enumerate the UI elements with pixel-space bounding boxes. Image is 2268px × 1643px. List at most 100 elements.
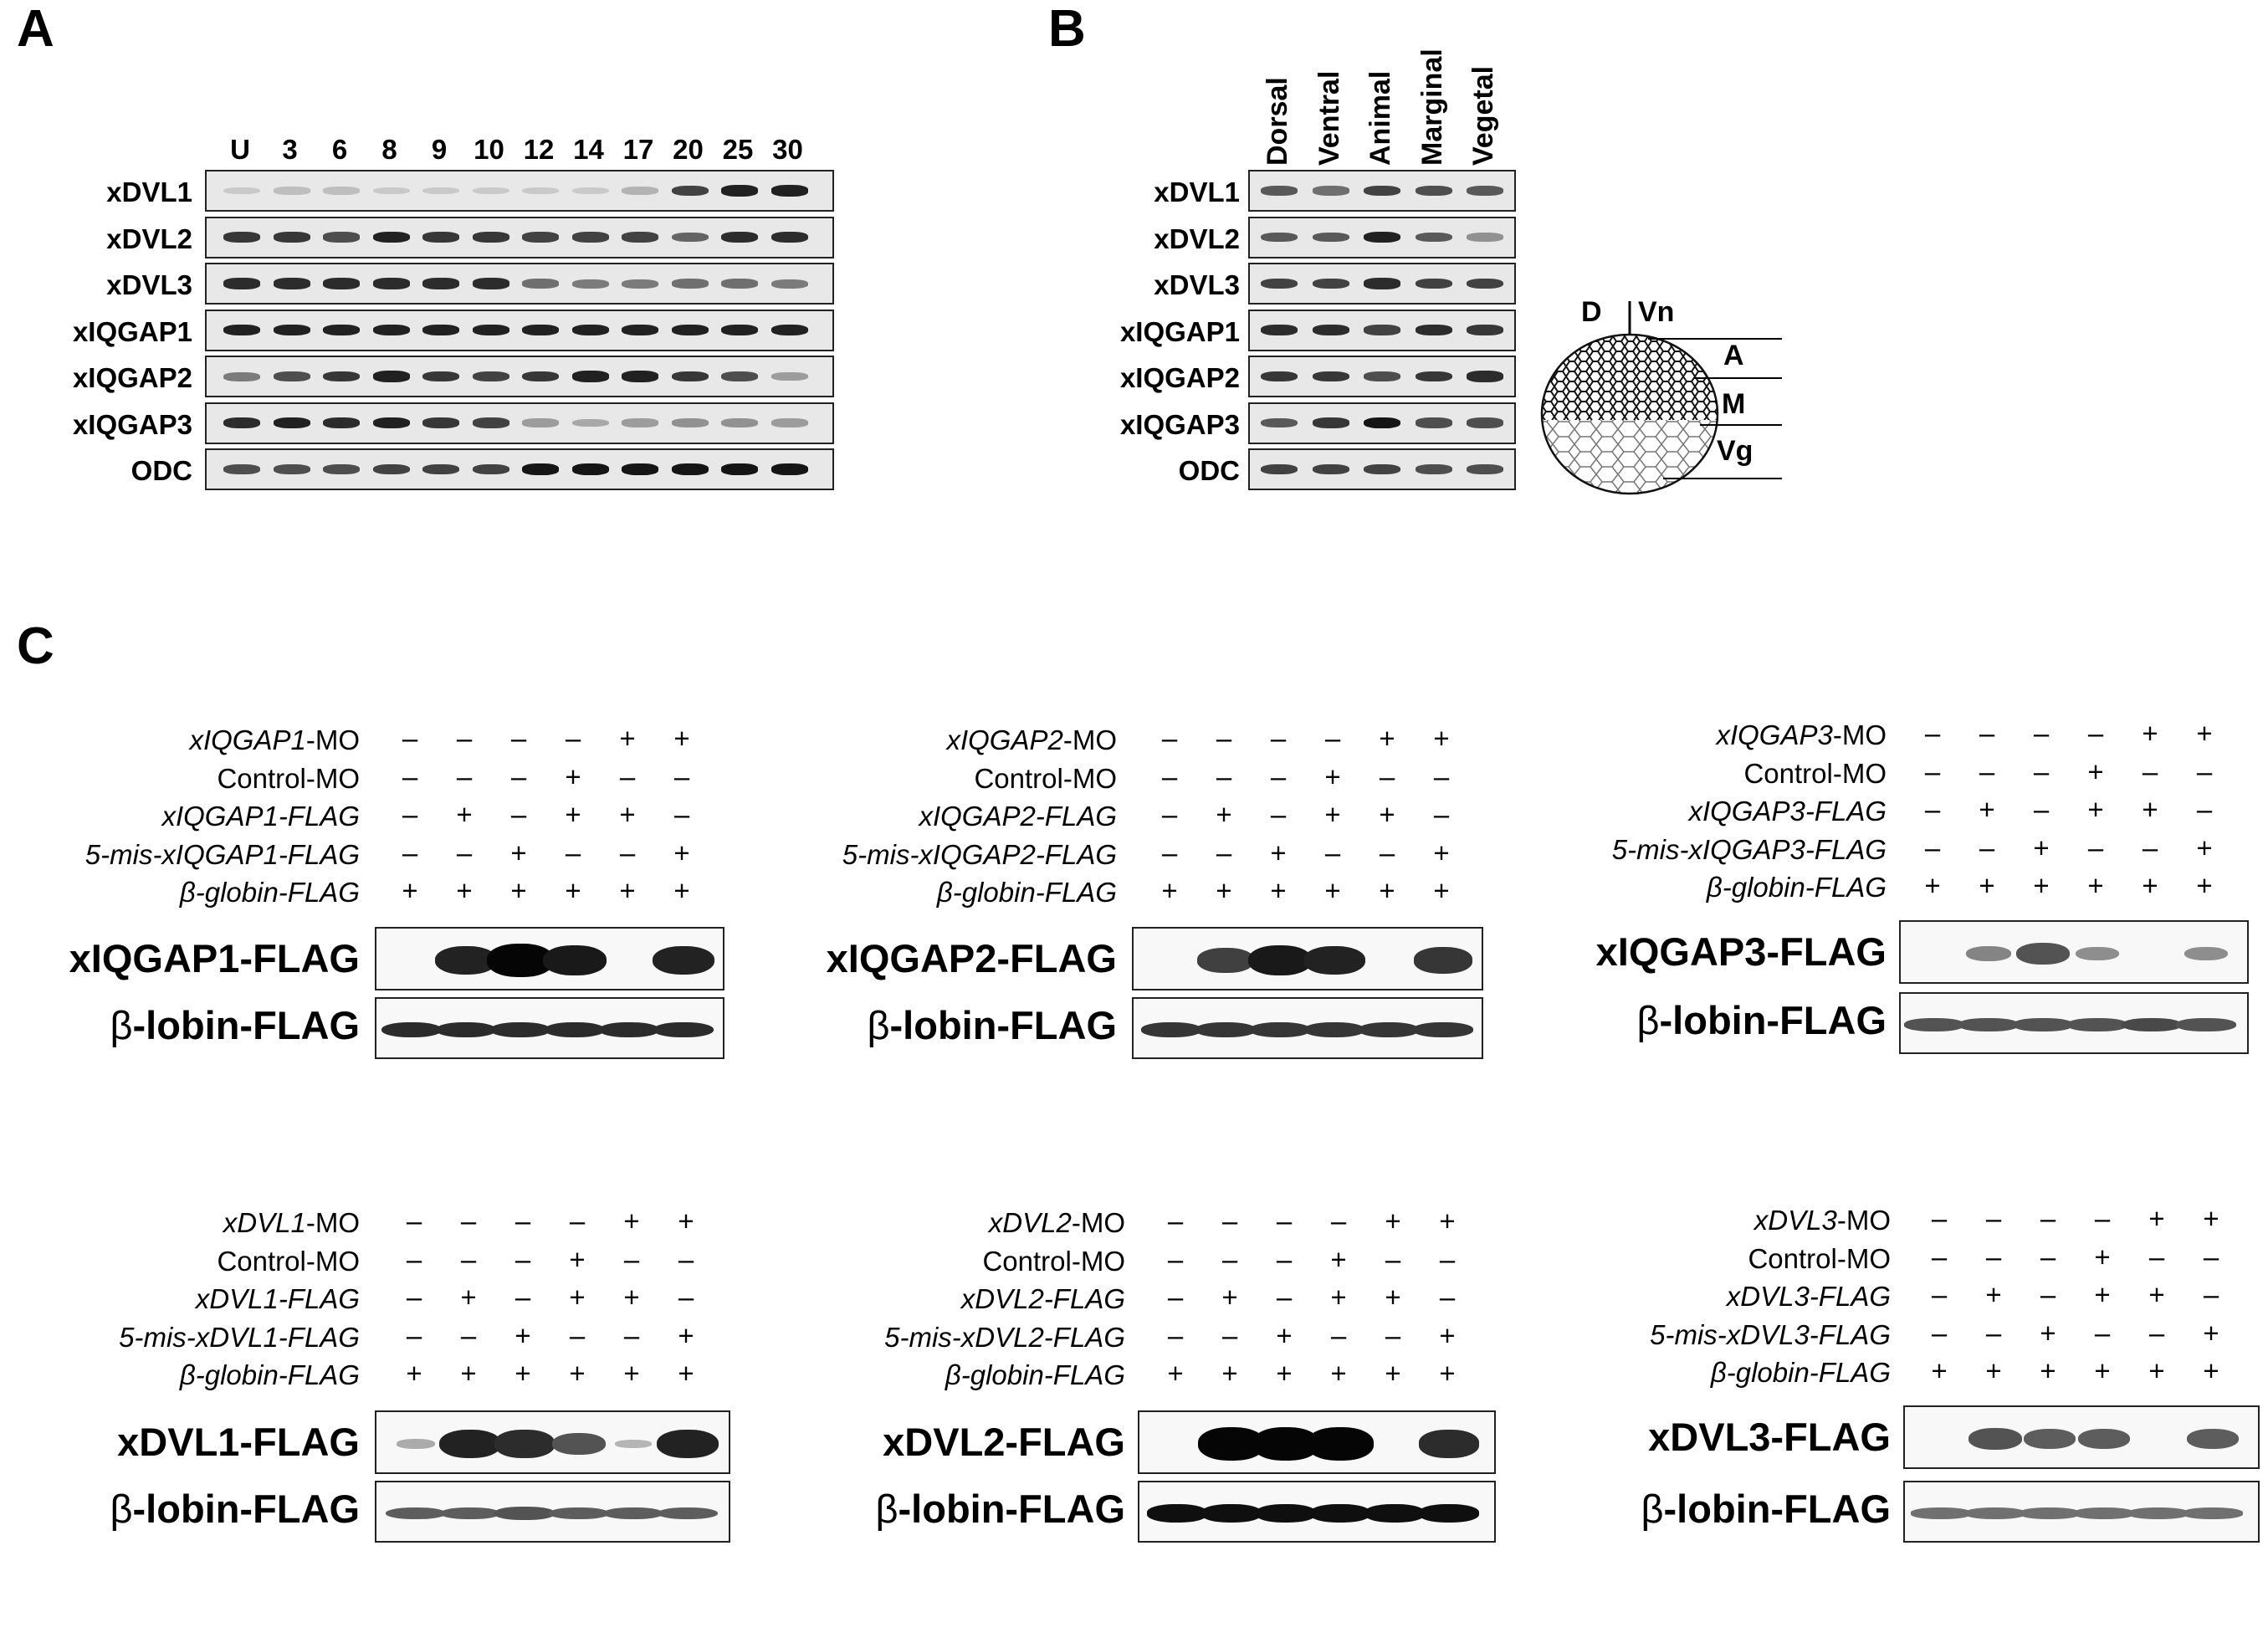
condition-label-italic: xIQGAP1-FLAG <box>161 801 360 832</box>
blot-control-rest: -lobin-FLAG <box>898 1487 1125 1531</box>
embryo-label-ventral: Vn <box>1638 296 1675 328</box>
condition-label: xDVL2-MO <box>989 1209 1125 1236</box>
gel-band <box>1467 371 1503 382</box>
condition-sign: + <box>2142 794 2158 825</box>
condition-sign: + <box>2094 1241 2111 1272</box>
condition-sign: – <box>619 837 636 868</box>
condition-sign: + <box>1385 1205 1401 1236</box>
blot-band <box>2122 1017 2182 1032</box>
western-blot-control-panel <box>375 997 724 1059</box>
condition-label: xDVL2-FLAG <box>961 1285 1125 1313</box>
blot-control-prefix: β <box>1636 998 1660 1042</box>
condition-sign: – <box>1167 1319 1184 1351</box>
condition-label-italic: xDVL3-FLAG <box>1726 1281 1891 1312</box>
gel-band <box>1364 231 1400 243</box>
condition-sign: + <box>402 875 418 906</box>
gel-band <box>522 324 559 336</box>
condition-label: β-globin-FLAG <box>937 878 1117 906</box>
condition-sign: – <box>678 1282 694 1313</box>
condition-sign: – <box>460 1243 477 1275</box>
condition-label: 5-mis-xIQGAP2-FLAG <box>842 841 1117 868</box>
condition-sign: + <box>678 1358 694 1389</box>
condition-sign: + <box>1167 1358 1184 1389</box>
condition-label-italic: xDVL3 <box>1753 1205 1837 1236</box>
blot-target-label: xDVL3-FLAG <box>1648 1415 1891 1459</box>
gene-label: xDVL2 <box>106 223 192 254</box>
gel-band <box>671 463 709 475</box>
gel-band <box>1467 325 1503 335</box>
gel-band <box>721 279 758 289</box>
blot-band <box>549 1507 609 1520</box>
lane-label: 3 <box>282 134 298 165</box>
condition-sign: – <box>1216 837 1232 868</box>
gel-band <box>1415 324 1452 336</box>
condition-sign: – <box>1979 755 1995 787</box>
gel-band <box>771 279 808 289</box>
region-label: Animal <box>1364 70 1396 166</box>
condition-sign: – <box>2148 1241 2165 1272</box>
blot-control-rest: -lobin-FLAG <box>132 1003 360 1047</box>
rt-pcr-gel-strip <box>205 170 834 212</box>
blot-band <box>653 1021 714 1038</box>
blot-band <box>1256 1504 1316 1523</box>
condition-sign: + <box>2148 1203 2165 1234</box>
blot-control-label: β-lobin-FLAG <box>110 1006 360 1045</box>
western-blot-target-panel <box>1138 1410 1496 1474</box>
condition-sign: + <box>510 837 527 868</box>
condition-sign: + <box>1270 875 1287 906</box>
gel-band <box>1415 278 1452 289</box>
condition-sign: + <box>1216 799 1232 830</box>
gel-band <box>1312 186 1349 196</box>
blot-band <box>1419 1430 1479 1458</box>
blot-band <box>599 1021 659 1038</box>
gel-band <box>1364 325 1400 335</box>
condition-sign: + <box>673 875 690 906</box>
condition-sign: + <box>1221 1282 1238 1313</box>
condition-label-italic: 5-mis-xDVL1-FLAG <box>119 1321 360 1353</box>
condition-sign: + <box>515 1319 531 1351</box>
blot-control-label: β-lobin-FLAG <box>1636 1001 1887 1040</box>
gel-band <box>372 371 410 382</box>
condition-label: β-globin-FLAG <box>1711 1359 1891 1386</box>
rt-pcr-gel-strip <box>1248 402 1516 444</box>
blot-band <box>2176 1018 2236 1031</box>
condition-sign: + <box>565 875 581 906</box>
western-blot-target-panel <box>1132 927 1483 990</box>
condition-sign: – <box>510 760 527 792</box>
condition-label-italic: xIQGAP2 <box>946 724 1063 755</box>
condition-label: xIQGAP2-FLAG <box>919 802 1117 830</box>
blot-band <box>1147 1504 1207 1523</box>
condition-label-italic: xDVL2-FLAG <box>960 1283 1125 1314</box>
gel-band <box>1261 324 1298 336</box>
gel-band <box>622 463 658 475</box>
western-blot-control-panel <box>1138 1481 1496 1543</box>
gel-band <box>671 324 709 336</box>
gel-band <box>223 232 260 243</box>
condition-sign: – <box>515 1205 531 1236</box>
condition-sign: + <box>1924 870 1941 901</box>
rt-pcr-gel-strip <box>1248 448 1516 490</box>
gel-band <box>1467 463 1503 475</box>
condition-sign: + <box>678 1205 694 1236</box>
gene-label: xIQGAP3 <box>1119 408 1240 440</box>
condition-sign: – <box>2087 718 2104 749</box>
gel-band <box>1261 278 1298 289</box>
condition-sign: – <box>1221 1319 1238 1351</box>
condition-sign: – <box>515 1282 531 1313</box>
gel-band <box>622 371 658 382</box>
condition-sign: + <box>1433 723 1450 754</box>
condition-label-italic: xIQGAP3 <box>1716 719 1833 750</box>
condition-sign: – <box>1161 760 1178 792</box>
gel-band <box>1261 186 1298 196</box>
condition-label: xDVL1-FLAG <box>196 1285 360 1313</box>
condition-sign: + <box>678 1319 694 1351</box>
gel-band <box>472 278 509 289</box>
gel-band <box>1312 232 1349 243</box>
rt-pcr-gel-strip <box>1248 309 1516 351</box>
condition-sign: + <box>2142 718 2158 749</box>
condition-label-text: -MO <box>1071 1207 1125 1238</box>
condition-sign: – <box>1379 837 1395 868</box>
gel-band <box>323 187 360 195</box>
blot-band <box>1911 1507 1971 1519</box>
condition-sign: – <box>1385 1319 1401 1351</box>
